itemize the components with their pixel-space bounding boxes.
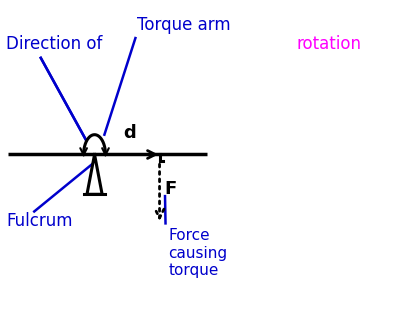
Text: Direction of: Direction of — [6, 35, 107, 53]
Text: Fulcrum: Fulcrum — [7, 212, 73, 230]
Text: Torque arm: Torque arm — [137, 16, 231, 34]
Text: F: F — [164, 180, 176, 198]
Text: d: d — [124, 124, 136, 142]
Text: rotation: rotation — [297, 35, 362, 53]
Text: Force
causing
torque: Force causing torque — [168, 228, 227, 278]
